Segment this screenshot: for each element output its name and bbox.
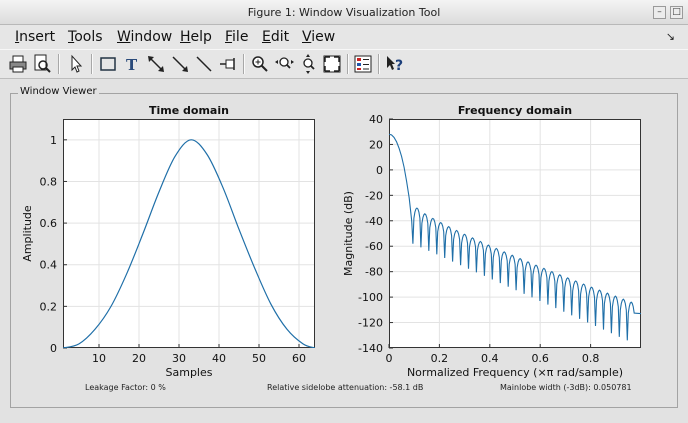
menu-help-mnemonic: H <box>180 29 191 45</box>
time-domain-ylabel: Amplitude <box>21 205 34 262</box>
menu-tools[interactable]: Tools <box>68 29 103 45</box>
menu-tools-label: ools <box>74 29 103 45</box>
panel-title: Window Viewer <box>18 86 99 97</box>
zoom-in-icon[interactable] <box>249 53 271 75</box>
frequency-domain-xlabel: Normalized Frequency (×π rad/sample) <box>407 366 623 379</box>
menu-window[interactable]: Window <box>117 29 172 45</box>
frequency-domain-xtick-label: 0 <box>386 352 393 365</box>
menu-edit-mnemonic: E <box>262 29 271 45</box>
pin-icon[interactable] <box>217 53 239 75</box>
menu-window-mnemonic: W <box>117 29 131 45</box>
menu-tools-mnemonic: T <box>68 29 75 45</box>
time-domain-ytick-label: 0.8 <box>40 175 58 188</box>
legend-icon[interactable] <box>352 53 374 75</box>
menu-file-label: ile <box>232 29 249 45</box>
time-domain-xtick-label: 60 <box>292 352 306 365</box>
toolbar-separator <box>58 54 60 74</box>
time-domain-xtick-label: 50 <box>252 352 266 365</box>
time-domain-xtick-label: 10 <box>92 352 106 365</box>
time-domain-xtick-label: 30 <box>172 352 186 365</box>
frequency-domain-axes-background <box>389 119 641 348</box>
toolbar-separator <box>91 54 93 74</box>
frequency-domain-ytick-label: -40 <box>365 215 383 228</box>
time-domain-ytick-label: 0 <box>50 342 57 355</box>
zoom-x-icon[interactable] <box>273 53 295 75</box>
insert-double-arrow-icon[interactable] <box>145 53 167 75</box>
menu-insert-label: nsert <box>19 29 56 45</box>
insert-text-icon[interactable]: T <box>121 53 143 75</box>
frequency-domain-ytick-label: 40 <box>369 113 383 126</box>
time-domain-xtick-label: 20 <box>132 352 146 365</box>
time-domain-ytick-label: 0.2 <box>40 300 58 313</box>
toolbar-separator <box>347 54 349 74</box>
frequency-domain-ytick-label: 0 <box>376 164 383 177</box>
toolbar-separator <box>243 54 245 74</box>
frequency-domain-xtick-label: 0.8 <box>582 352 600 365</box>
mainlobe-width-text: Mainlobe width (-3dB): 0.050781 <box>500 383 632 392</box>
time-domain-xtick-label: 40 <box>212 352 226 365</box>
menu-help[interactable]: Help <box>180 29 212 45</box>
whats-this-icon[interactable]: ? <box>384 53 406 75</box>
zoom-to-fit-icon[interactable] <box>321 53 343 75</box>
zoom-y-icon[interactable] <box>297 53 319 75</box>
menu-window-label: indow <box>130 29 173 45</box>
time-domain-axes-box <box>63 119 315 348</box>
dock-arrow-icon[interactable]: ↘ <box>665 30 675 43</box>
frequency-domain-xtick-label: 0.2 <box>431 352 449 365</box>
insert-arrow-icon[interactable] <box>169 53 191 75</box>
menu-view-mnemonic: V <box>302 29 312 45</box>
menu-file[interactable]: File <box>225 29 248 45</box>
sidelobe-attenuation-text: Relative sidelobe attenuation: -58.1 dB <box>267 383 424 392</box>
menu-view[interactable]: View <box>302 29 335 45</box>
menu-edit[interactable]: Edit <box>262 29 289 45</box>
frequency-domain-ytick-label: 20 <box>369 138 383 151</box>
toolbar: T ? <box>0 49 688 79</box>
svg-text:?: ? <box>395 58 403 74</box>
leakage-factor-text: Leakage Factor: 0 % <box>85 383 166 392</box>
frequency-domain-ytick-label: -20 <box>365 189 383 202</box>
frequency-domain-ytick-label: -140 <box>358 342 383 355</box>
time-domain-ytick-label: 0.4 <box>40 259 58 272</box>
window-title: Figure 1: Window Visualization Tool <box>247 6 441 19</box>
menu-insert[interactable]: Insert <box>15 29 55 45</box>
frequency-domain-xtick-label: 0.6 <box>531 352 549 365</box>
menu-file-mnemonic: F <box>225 29 233 45</box>
time-domain-axes-background <box>63 119 315 348</box>
menu-bar: Insert Tools Window Help File Edit View <box>0 25 688 49</box>
frequency-domain-xtick-label: 0.4 <box>481 352 499 365</box>
frequency-domain-ytick-label: -120 <box>358 317 383 330</box>
menu-edit-label: dit <box>270 29 290 45</box>
svg-text:T: T <box>126 56 138 74</box>
frequency-domain-ylabel: Magnitude (dB) <box>342 191 355 276</box>
frequency-domain-axes-box <box>389 119 641 348</box>
frequency-domain-ytick-label: -60 <box>365 240 383 253</box>
time-domain-xlabel: Samples <box>166 366 213 379</box>
insert-rectangle-icon[interactable] <box>97 53 119 75</box>
minimize-button[interactable]: – <box>653 6 666 19</box>
frequency-domain-title: Frequency domain <box>458 104 572 117</box>
time-domain-ytick-label: 0.6 <box>40 217 58 230</box>
print-preview-icon[interactable] <box>31 53 53 75</box>
maximize-button[interactable]: □ <box>670 6 683 19</box>
window-viewer-panel <box>10 93 678 408</box>
title-bar: Figure 1: Window Visualization Tool – □ <box>0 0 688 25</box>
toolbar-separator <box>378 54 380 74</box>
frequency-domain-ytick-label: -100 <box>358 291 383 304</box>
frequency-domain-ytick-label: -80 <box>365 266 383 279</box>
time-domain-ytick-label: 1 <box>50 134 57 147</box>
menu-help-label: elp <box>190 29 212 45</box>
select-arrow-icon[interactable] <box>65 53 87 75</box>
menu-view-label: iew <box>311 29 336 45</box>
time-domain-title: Time domain <box>149 104 229 117</box>
frequency-domain-series-line <box>389 133 641 341</box>
time-domain-series-line <box>63 139 315 348</box>
menu-insert-mnemonic: I <box>15 29 20 45</box>
print-icon[interactable] <box>7 53 29 75</box>
insert-line-icon[interactable] <box>193 53 215 75</box>
